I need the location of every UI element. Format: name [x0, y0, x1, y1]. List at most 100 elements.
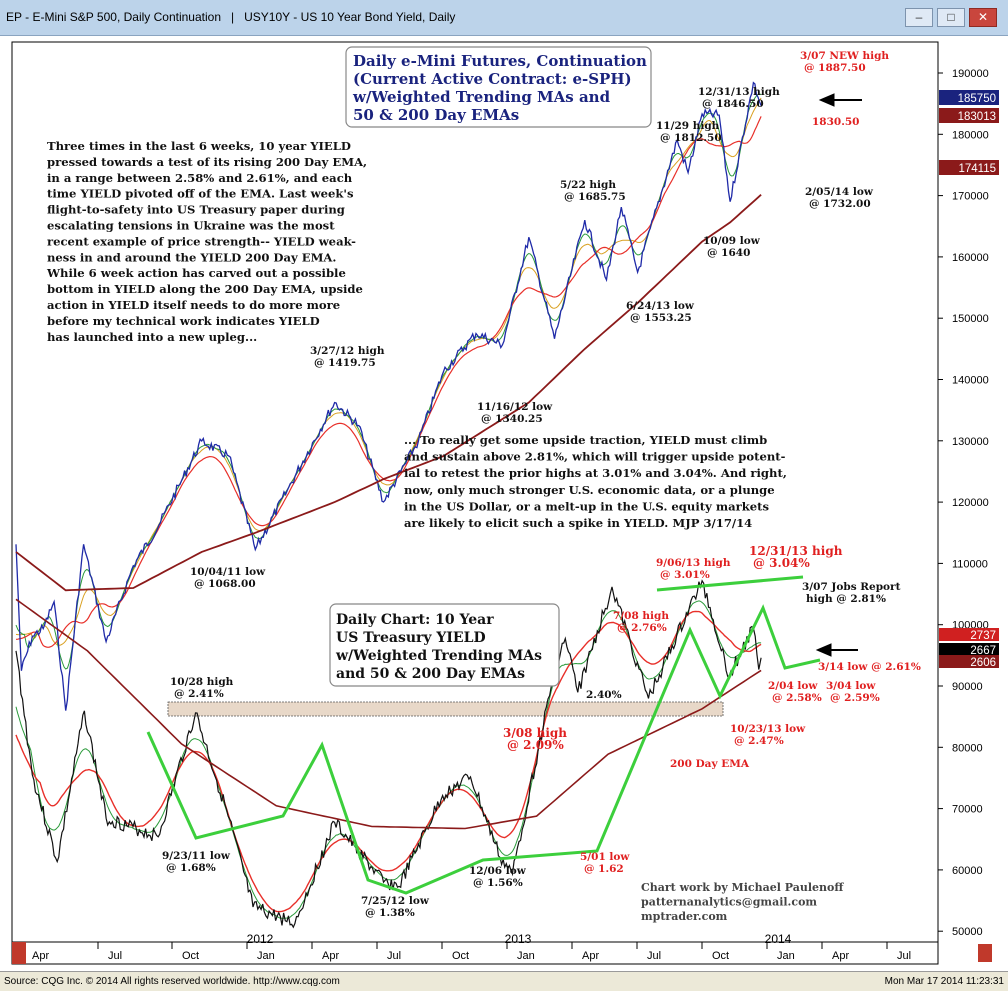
yield-annotation-value: @ 2.47%: [734, 735, 784, 747]
es-price-tag-label: 185750: [958, 93, 996, 105]
yield-annotation: 3/04 low: [826, 680, 876, 692]
year-label: 2014: [765, 932, 792, 946]
commentary-left-line: ness in and around the YIELD 200 Day EMA…: [47, 250, 336, 264]
commentary-left-line: escalating tensions in Ukraine was the m…: [47, 219, 335, 233]
yield-annotation-value: @ 2.41%: [174, 688, 224, 700]
yield-price-tag-label: 2606: [970, 657, 996, 669]
price-axis: 190000 180000 170000 160000 150000 140000 1300…: [938, 68, 989, 938]
month-label: Oct: [452, 950, 469, 962]
close-icon[interactable]: ✕: [969, 8, 997, 27]
yield-annotation-value: @ 3.01%: [660, 569, 710, 581]
es-title-line: (Current Active Contract: e-SPH): [353, 70, 632, 88]
price-tick-label: 140000: [952, 375, 989, 387]
es-price-tag-label: 174115: [958, 163, 996, 175]
yield-annotation: 10/28 high: [170, 676, 234, 688]
yield-ema200-line: [15, 598, 762, 830]
es-annotation: 10/04/11 low: [190, 566, 266, 578]
price-tick-label: 110000: [952, 558, 988, 570]
es-price-tag-label: 183013: [958, 111, 996, 123]
month-label: Apr: [322, 950, 339, 962]
es-annotation: 2/05/14 low: [805, 186, 874, 198]
es-ema200-line: [15, 194, 762, 592]
commentary-left-line: flight-to-safety into US Treasury paper …: [47, 203, 345, 217]
price-tick-label: 160000: [952, 252, 989, 264]
es-annotation-value: @ 1887.50: [804, 62, 866, 74]
es-annotation-value: @ 1553.25: [630, 312, 692, 324]
month-label: Jan: [777, 950, 795, 962]
yield-price-tag-label: 2737: [970, 630, 996, 642]
commentary-left-line: in a range between 2.58% and 2.61%, and …: [47, 171, 353, 185]
es-annotation-value: @ 1685.75: [564, 191, 626, 203]
yield-title-line: w/Weighted Trending MAs: [335, 648, 542, 664]
yield-line: [15, 579, 762, 929]
yield-annotation-value: high @ 2.81%: [806, 593, 886, 605]
series-layer: [15, 81, 762, 929]
es-annotation: 6/24/13 low: [626, 300, 695, 312]
commentary-left-line: bottom in YIELD along the 200 Day EMA, u…: [47, 282, 363, 296]
status-bar: Source: CQG Inc. © 2014 All rights reser…: [0, 971, 1008, 991]
year-label: 2013: [505, 932, 532, 946]
yield-resistance-band: [167, 701, 724, 717]
price-tick-label: 60000: [952, 865, 983, 877]
window-titlebar: EP - E-Mini S&P 500, Daily Continuation …: [0, 0, 1008, 36]
price-tick-label: 120000: [952, 497, 989, 509]
price-tick-label: 50000: [952, 926, 983, 938]
month-label: Oct: [182, 950, 199, 962]
yield-annotation: 200 Day EMA: [670, 758, 750, 770]
yield-annotation: 2/04 low: [768, 680, 818, 692]
es-annotation-value: @ 1419.75: [314, 357, 376, 369]
commentary-left-line: time YIELD pivoted off of the EMA. Last …: [47, 187, 354, 201]
month-label: Jan: [257, 950, 275, 962]
price-tick-label: 150000: [952, 313, 989, 325]
month-label: Jan: [517, 950, 535, 962]
yield-annotation: 3/14 low @ 2.61%: [818, 661, 921, 673]
commentary-right-line: are likely to elicit such a spike in YIE…: [404, 516, 752, 530]
yield-annotation: 7/08 high: [613, 610, 669, 622]
es-annotation-value: @ 1732.00: [809, 198, 871, 210]
text-layer: Daily e-Mini Futures, Continuation(Curre…: [46, 50, 921, 923]
yield-annotation-value: @ 2.58%: [772, 692, 822, 704]
es-annotation: 5/22 high: [560, 179, 616, 191]
commentary-right-line: and sustain above 2.81%, which will trig…: [404, 450, 786, 464]
yield-annotation-value: @ 2.59%: [830, 692, 880, 704]
commentary-right-line: in the US Dollar, or a melt-up in the U.…: [404, 499, 770, 513]
es-annotation: 3/27/12 high: [310, 345, 385, 357]
status-datetime: Mon Mar 17 2014 11:23:31: [884, 976, 1004, 987]
es-title-line: Daily e-Mini Futures, Continuation: [353, 52, 647, 70]
month-label: Jul: [108, 950, 122, 962]
es-annotation: 10/09 low: [703, 235, 761, 247]
maximize-icon[interactable]: □: [937, 8, 965, 27]
yield-price-tag: [939, 628, 999, 641]
month-label: Apr: [832, 950, 849, 962]
commentary-right-line: now, only much stronger U.S. economic da…: [404, 483, 775, 497]
status-source: Source: CQG Inc. © 2014 All rights reser…: [4, 976, 340, 987]
yield-price-tag-label: 2667: [970, 645, 996, 657]
chart-canvas: 190000 180000 170000 160000 150000 140000 1300…: [11, 41, 999, 965]
month-label: Jul: [647, 950, 661, 962]
yield-annotation-value: @ 2.09%: [507, 738, 564, 752]
yield-arrow-icon: [815, 643, 832, 657]
minimize-icon[interactable]: –: [905, 8, 933, 27]
price-tick-label: 180000: [952, 129, 989, 141]
yield-price-tag: [939, 643, 999, 656]
trendlines: [146, 575, 821, 895]
month-label: Oct: [712, 950, 729, 962]
es-annotation-value: @ 1812.50: [660, 132, 722, 144]
scroll-right-icon[interactable]: [978, 944, 992, 962]
yield-annotation: 3/07 Jobs Report: [802, 581, 901, 593]
commentary-right-line: ... To really get some upside traction, …: [404, 433, 767, 447]
es-title-box: [345, 46, 652, 128]
commentary-right-line: ial to retest the prior highs at 3.01% a…: [404, 466, 787, 480]
scroll-left-icon[interactable]: [12, 942, 26, 964]
es-wma-slow-line: [15, 97, 762, 646]
es-price-tag: [939, 90, 999, 105]
time-axis: Apr Jul Oct Jan Apr Jul Oct Jan Apr Jul Oct Jan Apr J…: [11, 932, 992, 965]
es-annotation: 11/16/12 low: [477, 401, 553, 413]
es-ema50-line: [15, 116, 762, 648]
price-arrow-icon: [818, 93, 835, 107]
price-tick-label: 80000: [952, 742, 983, 754]
yield-trendline-lower: [146, 604, 821, 895]
credit-line: mptrader.com: [641, 910, 728, 923]
yield-annotation-value: @ 1.68%: [166, 862, 216, 874]
yield-annotation-value: @ 1.38%: [365, 907, 415, 919]
